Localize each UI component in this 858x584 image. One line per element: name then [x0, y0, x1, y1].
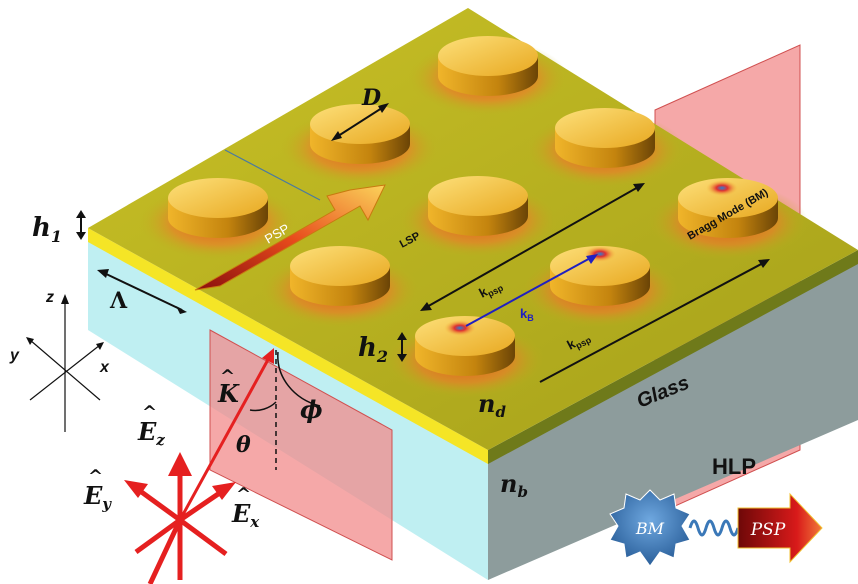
- field-arrows: [124, 452, 236, 584]
- ez-label: Ez: [137, 417, 165, 449]
- lambda-arrow: [97, 269, 187, 314]
- bm-badge-label: BM: [635, 519, 665, 538]
- nd-label: nd: [478, 389, 506, 421]
- h1-label: h1: [32, 213, 62, 246]
- bm-badge: BM: [609, 489, 691, 567]
- k-hat-caret: ^: [220, 366, 235, 387]
- phi-label: ϕ: [300, 395, 323, 424]
- gold-film-right-edge: [488, 250, 858, 464]
- ey-caret: ^: [88, 466, 103, 487]
- kpsp-arrow-lower: [539, 259, 770, 383]
- lambda-label: Λ: [109, 288, 128, 314]
- disk: [415, 316, 515, 376]
- disk: [290, 246, 390, 306]
- disk: [310, 104, 410, 164]
- disk: [678, 178, 778, 238]
- psp-badge-label: PSP: [750, 520, 786, 540]
- disk-array: [168, 36, 778, 376]
- axis-y-label: y: [9, 347, 20, 364]
- coordinate-axes: [26, 294, 104, 432]
- hlp-label: HLP: [712, 454, 756, 479]
- gold-film-left-edge: [88, 228, 488, 464]
- disk: [168, 178, 268, 238]
- ez-caret: ^: [142, 402, 157, 423]
- kpsp-arrow-upper: [420, 183, 645, 311]
- disk: [428, 176, 528, 236]
- axis-x-label: x: [99, 359, 110, 376]
- h2-label: h2: [358, 333, 388, 366]
- kb-label: kB: [520, 306, 534, 323]
- h1-arrow: [76, 210, 86, 240]
- ex-caret: ^: [236, 484, 251, 505]
- disk: [438, 36, 538, 96]
- substrate-right-face: [488, 262, 858, 580]
- hotspot-bragg-disk: [706, 180, 738, 196]
- k-vector: [178, 348, 274, 521]
- kb-arrow: [465, 255, 595, 327]
- kb-arrowhead: [586, 254, 598, 264]
- k-hat-label: K: [217, 379, 240, 408]
- d-dimension-arrow: [331, 103, 389, 141]
- incidence-plane-front: [209, 329, 393, 561]
- axis-z-label: z: [45, 289, 54, 306]
- ey-label: Ey: [83, 481, 112, 513]
- theta-label: θ: [236, 432, 251, 458]
- disk: [550, 246, 650, 306]
- disk: [555, 108, 655, 168]
- phi-arc: [277, 351, 321, 407]
- nb-label: nb: [500, 469, 528, 501]
- psp-badge: PSP: [737, 492, 823, 564]
- plane-trace-line: [224, 149, 321, 201]
- h2-arrow: [397, 332, 407, 362]
- theta-arc: [249, 401, 277, 412]
- ex-label: Ex: [231, 499, 260, 531]
- coupling-spring: [688, 519, 740, 537]
- label-D: D: [361, 85, 381, 111]
